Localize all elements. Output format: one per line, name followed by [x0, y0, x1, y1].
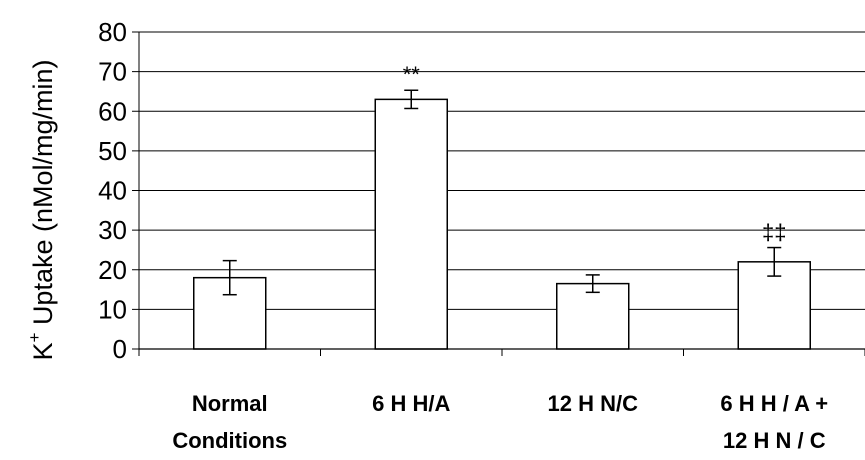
x-category-label: 6 H H/A [372, 391, 450, 416]
y-axis-title-base: K [28, 343, 58, 361]
y-tick-label: 40 [98, 176, 127, 206]
y-tick-label: 0 [113, 334, 127, 364]
bars: ** ‡‡ [193, 62, 811, 350]
significance-label: ** [403, 62, 421, 87]
y-axis-title-rest: Uptake (nMol/mg/min) [28, 59, 58, 332]
x-category-label: 6 H H / A + [720, 391, 828, 416]
y-tick-label: 20 [98, 255, 127, 285]
bar [556, 282, 630, 350]
y-tick-label: 30 [98, 215, 127, 245]
error-bar [404, 89, 419, 110]
gridlines [139, 31, 865, 310]
x-category-label: Conditions [172, 428, 287, 453]
y-axis-title: K+ Uptake (nMol/mg/min) [25, 59, 58, 360]
y-tick-label: 60 [98, 96, 127, 126]
error-bar [222, 259, 237, 296]
x-category-label: 12 H N / C [723, 428, 826, 453]
y-tick-label: 70 [98, 57, 127, 87]
x-category-label: Normal [192, 391, 268, 416]
x-category-label: 12 H N/C [548, 391, 639, 416]
y-tick-label: 50 [98, 136, 127, 166]
y-axis: 0 10 20 30 40 50 60 70 80 [98, 17, 140, 364]
x-axis: Normal Conditions 6 H H/A 12 H N/C 6 H H / A… [138, 348, 865, 453]
error-bar [767, 246, 782, 277]
significance-label: ‡‡ [762, 220, 786, 245]
bar [374, 98, 448, 350]
y-tick-label: 80 [98, 17, 127, 47]
error-bar [585, 274, 600, 294]
y-axis-title-superscript: + [25, 333, 44, 343]
y-tick-label: 10 [98, 294, 127, 324]
